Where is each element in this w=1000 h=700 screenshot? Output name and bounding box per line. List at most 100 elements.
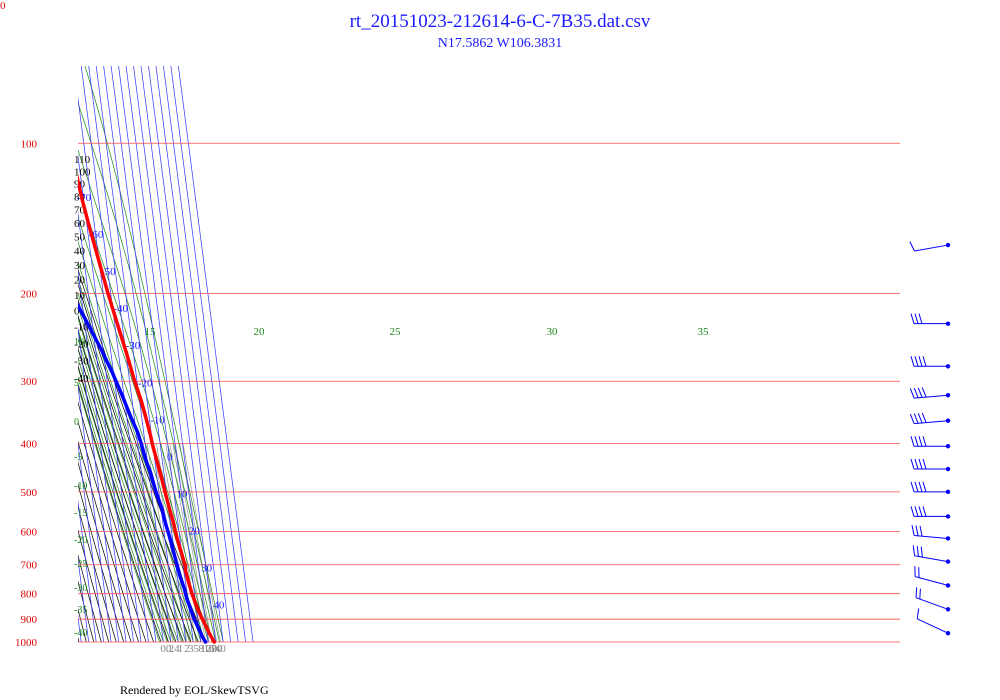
dry-adiabat-line [78, 440, 139, 643]
dry-adiabat-line [78, 364, 169, 643]
wind-barb-shaft [915, 576, 949, 586]
isotherm-label: -40 [113, 303, 128, 315]
dry-adiabat-line [78, 330, 184, 643]
isotherm-label: 20 [189, 526, 201, 538]
chart-title: rt_20151023-212614-6-C-7B35.dat.csv [349, 11, 651, 32]
isotherm-label: 10 [177, 488, 189, 500]
isotherm-line [170, 66, 246, 643]
dry-adiabat-line [78, 554, 102, 643]
wind-barb-flag [910, 458, 915, 470]
moist-adiabat-left-label: -30 [74, 583, 87, 594]
wind-barb-flag [910, 356, 915, 367]
mixing-ratio-label: 2 [184, 643, 190, 655]
moist-adiabat-left-label: -35 [74, 605, 87, 616]
mixing-ratio-label: 5 [193, 643, 199, 655]
isotherm-label: -30 [126, 340, 141, 352]
moist-adiabat-left-label: -5 [74, 452, 82, 463]
isotherm-line [0, 66, 74, 642]
dry-adiabat-left-label: -20 [74, 338, 89, 350]
wind-barb-shaft [914, 534, 949, 539]
isotherm-label: -50 [101, 266, 116, 278]
isotherm-label: 0 [167, 451, 173, 463]
moist-adiabat-left-label: 5 [74, 378, 79, 389]
wind-barb-flag [915, 525, 919, 536]
isotherm-line [78, 211, 134, 643]
wind-barb-shaft [914, 555, 949, 563]
mixing-ratio-label: 0.4 [166, 643, 180, 655]
pressure-label: 600 [21, 526, 38, 538]
wind-barb-flag [922, 481, 927, 493]
mixing-ratio-label: 30 [211, 643, 223, 655]
wind-barb-flag [917, 387, 923, 398]
isotherm-line [178, 66, 254, 643]
isotherm-line [0, 66, 59, 642]
wind-barb-flag [922, 356, 927, 367]
wind-barb-shaft [915, 597, 949, 610]
pressure-label: 700 [21, 560, 38, 572]
wind-barb-shaft [916, 618, 949, 634]
mixing-ratio-label: 12 [200, 643, 211, 655]
dry-adiabat-line [78, 268, 214, 643]
isotherm-line [133, 66, 209, 643]
wind-barb-flag [918, 313, 923, 324]
wind-barb-flag [916, 545, 919, 557]
moist-adiabat-top-label: 25 [390, 326, 402, 338]
pressure-label: 800 [21, 589, 38, 601]
wind-barb-flag [917, 413, 923, 424]
moist-adiabat-left-label: 10 [74, 337, 84, 348]
wind-barb-flag [913, 413, 919, 424]
isotherm-label: -20 [138, 377, 153, 389]
pressure-label: 300 [21, 376, 38, 388]
moist-adiabat-line [78, 357, 172, 643]
isotherm-line [78, 556, 90, 643]
isotherm-line [0, 66, 66, 642]
dry-adiabat-left-label: 10 [74, 290, 86, 302]
wind-barb-flag [918, 481, 923, 493]
isotherm-line [140, 66, 217, 643]
wind-barb-flag [910, 481, 915, 493]
dry-adiabat-line [78, 420, 147, 643]
wind-barb-flag [913, 387, 919, 398]
wind-barb-flag [921, 387, 927, 398]
dry-adiabat-left-label: 100 [74, 166, 91, 178]
wind-barb-flag [918, 506, 923, 517]
pressure-label: 500 [21, 487, 38, 499]
wind-barb-flag [914, 481, 919, 493]
pressure-label: 900 [21, 614, 38, 626]
wind-barb-flag [916, 608, 920, 619]
dry-adiabat-left-label: -10 [74, 322, 89, 334]
dry-adiabat-left-label: 110 [74, 154, 91, 166]
isotherm-line [103, 66, 179, 643]
moist-adiabat-left-label: -15 [74, 508, 87, 519]
footer-credit: Rendered by EOL/SkewTSVG [120, 683, 269, 697]
pressure-label: 100 [21, 138, 38, 150]
isotherm-label: -10 [150, 414, 165, 426]
wind-barb-flag [922, 436, 927, 447]
chart-subtitle: N17.5862 W106.3831 [437, 36, 563, 51]
dry-adiabat-left-label: -30 [74, 355, 89, 367]
moist-adiabat-top-label: 35 [698, 326, 710, 338]
dry-adiabat-line [78, 314, 192, 643]
dry-adiabat-left-label: 30 [74, 260, 86, 272]
isotherm-label: 30 [201, 563, 213, 575]
wind-barb-flag [912, 545, 916, 556]
wind-barb-flag [918, 436, 923, 447]
dry-adiabat-line [78, 298, 199, 643]
mixing-ratio-label: 1 [178, 643, 184, 655]
dry-adiabat-line [78, 607, 87, 643]
mixing-ratio-label: 40 [215, 643, 227, 655]
pressure-label: 1000 [15, 637, 38, 649]
isotherm-line [78, 268, 127, 643]
wind-barb-dot [945, 418, 951, 423]
wind-barb-shaft [914, 394, 949, 399]
dry-adiabat-left-label: -40 [74, 373, 89, 385]
dry-adiabat-line [78, 636, 80, 643]
isotherm-line [155, 66, 232, 643]
wind-barb-flag [919, 588, 921, 600]
moist-adiabat-top-label: 30 [547, 326, 559, 338]
wind-barb-flag [914, 313, 919, 324]
mixing-ratio-label: 0.2 [160, 643, 174, 655]
mixing-ratio-label: 8 [198, 643, 204, 655]
moist-adiabat-left-label: -20 [74, 535, 87, 546]
dry-adiabat-line [78, 401, 154, 643]
